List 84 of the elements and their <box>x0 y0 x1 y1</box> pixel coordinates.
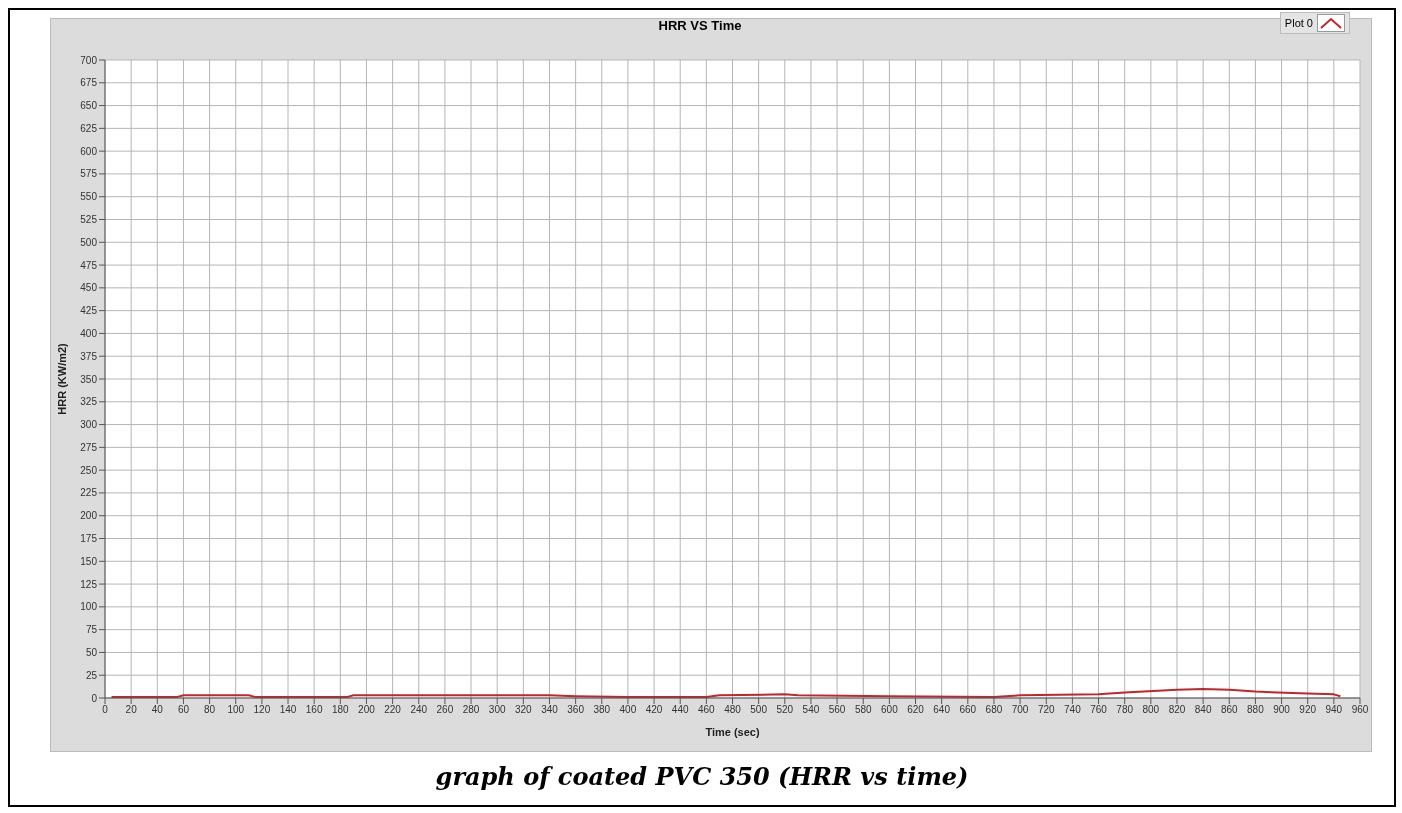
y-tick-label: 475 <box>80 259 98 271</box>
x-tick-label: 640 <box>933 704 951 716</box>
y-axis-title: HRR (KW/m2) <box>55 342 68 415</box>
line-series <box>110 687 1342 698</box>
y-tick-label: 150 <box>80 555 98 567</box>
y-tick-label: 75 <box>85 624 98 636</box>
x-tick-label: 100 <box>227 704 245 716</box>
x-tick-label: 540 <box>802 704 820 716</box>
text: graph of coated PVC 350 (HRR vs time) <box>434 762 970 791</box>
x-tick-label: 860 <box>1220 704 1239 716</box>
x-tick-label: 340 <box>541 704 559 716</box>
y-tick-label: 700 <box>80 54 98 66</box>
x-tick-label: 280 <box>462 704 480 716</box>
y-tick-label: 325 <box>80 396 98 408</box>
y-tick-label: 575 <box>80 168 98 180</box>
y-tick-label: 500 <box>80 236 98 248</box>
x-tick-label: 760 <box>1090 704 1108 716</box>
x-tick-label: 20 <box>125 704 138 716</box>
legend-label: Plot 0 <box>1284 17 1313 29</box>
x-tick-label: 520 <box>776 704 794 716</box>
y-tick-label: 25 <box>85 669 98 681</box>
x-tick-label: 840 <box>1194 704 1212 716</box>
y-tick-label: 275 <box>80 441 98 453</box>
y-tick-label: 675 <box>80 77 98 89</box>
x-tick-label: 720 <box>1037 704 1056 716</box>
x-tick-label: 380 <box>593 704 611 716</box>
y-tick-label: 650 <box>80 100 98 112</box>
x-tick-label: 240 <box>410 704 428 716</box>
x-tick-label: 460 <box>698 704 716 716</box>
y-tick-label: 0 <box>91 692 98 704</box>
x-tick-label: 900 <box>1273 704 1291 716</box>
x-tick-label: 960 <box>1351 704 1369 716</box>
x-tick-label: 300 <box>488 704 506 716</box>
y-tick-label: 400 <box>80 327 98 339</box>
y-tick-label: 50 <box>85 646 98 658</box>
x-tick-label: 160 <box>305 704 323 716</box>
x-tick-label: 780 <box>1116 704 1134 716</box>
x-tick-label: 400 <box>619 704 637 716</box>
x-tick-label: 440 <box>671 704 689 716</box>
x-tick-label: 320 <box>514 704 533 716</box>
chart-title: HRR VS Time <box>658 18 742 33</box>
y-tick-label: 625 <box>80 122 98 134</box>
x-tick-label: 260 <box>436 704 454 716</box>
x-tick-label: 60 <box>177 704 190 716</box>
y-tick-label: 425 <box>80 305 98 317</box>
x-tick-label: 580 <box>854 704 873 716</box>
x-tick-label: 40 <box>151 704 164 716</box>
x-tick-label: 140 <box>279 704 297 716</box>
x-tick-label: 560 <box>828 704 846 716</box>
y-tick-label: 225 <box>80 487 98 499</box>
x-tick-label: 820 <box>1168 704 1186 716</box>
x-tick-label: 120 <box>253 704 271 716</box>
x-tick-label: 880 <box>1247 704 1265 716</box>
y-tick-label: 525 <box>80 214 98 226</box>
y-tick-label: 100 <box>80 601 98 613</box>
x-tick-label: 180 <box>331 704 350 716</box>
y-tick-label: 300 <box>80 419 98 431</box>
x-tick-label: 800 <box>1142 704 1160 716</box>
y-tick-label: 550 <box>80 191 98 203</box>
x-tick-label: 80 <box>204 704 216 716</box>
x-tick-label: 920 <box>1299 704 1317 716</box>
x-tick-label: 420 <box>645 704 663 716</box>
x-tick-label: 940 <box>1325 704 1343 716</box>
y-tick-label: 350 <box>80 373 98 385</box>
x-tick-label: 700 <box>1011 704 1029 716</box>
x-tick-label: 620 <box>907 704 925 716</box>
x-tick-label: 200 <box>358 704 376 716</box>
x-tick-label: 480 <box>724 704 742 716</box>
y-tick-label: 375 <box>80 350 98 362</box>
x-tick-label: 740 <box>1064 704 1082 716</box>
x-axis-title: Time (sec) <box>705 726 760 738</box>
y-tick-label: 175 <box>80 533 98 545</box>
y-tick-label: 600 <box>80 145 98 157</box>
x-tick-label: 660 <box>959 704 977 716</box>
x-tick-label: 600 <box>881 704 899 716</box>
y-tick-label: 450 <box>80 282 98 294</box>
y-tick-label: 250 <box>80 464 98 476</box>
y-tick-label: 200 <box>80 510 98 522</box>
x-tick-label: 360 <box>567 704 585 716</box>
y-tick-label: 125 <box>80 578 98 590</box>
x-tick-label: 680 <box>985 704 1003 716</box>
x-tick-label: 220 <box>384 704 402 716</box>
x-tick-label: 0 <box>102 704 109 716</box>
x-tick-label: 500 <box>750 704 768 716</box>
